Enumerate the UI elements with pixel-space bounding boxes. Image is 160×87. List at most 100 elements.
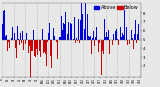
Bar (11, 38, 12, 40)
Bar (138, 24, 139, 40)
Bar (108, 30, 109, 40)
Bar (4, 10, 5, 40)
Bar (84, 29, 85, 40)
Bar (2, 24, 3, 40)
Bar (88, 36, 89, 40)
Bar (137, 34, 138, 40)
Bar (109, 40, 110, 54)
Bar (90, 36, 91, 40)
Bar (99, 40, 100, 43)
Bar (96, 27, 97, 40)
Bar (101, 40, 102, 75)
Bar (78, 19, 79, 40)
Bar (68, 22, 69, 40)
Bar (29, 40, 30, 46)
Bar (87, 14, 88, 40)
Bar (105, 37, 106, 40)
Bar (50, 40, 51, 56)
Bar (136, 40, 137, 43)
Bar (77, 40, 78, 41)
Bar (126, 27, 127, 40)
Bar (45, 40, 46, 54)
Bar (62, 30, 63, 40)
Bar (85, 0, 86, 40)
Bar (39, 40, 40, 52)
Bar (115, 31, 116, 40)
Bar (25, 40, 26, 44)
Legend: Above, Below: Above, Below (94, 5, 138, 10)
Bar (12, 27, 13, 40)
Bar (18, 39, 19, 40)
Bar (28, 40, 29, 53)
Bar (127, 40, 128, 45)
Bar (52, 40, 53, 42)
Bar (20, 33, 21, 40)
Bar (8, 40, 9, 42)
Bar (17, 26, 18, 40)
Bar (19, 40, 20, 45)
Bar (129, 40, 130, 44)
Bar (27, 40, 28, 44)
Bar (54, 36, 55, 40)
Bar (33, 30, 34, 40)
Bar (98, 40, 99, 52)
Bar (133, 40, 134, 49)
Bar (21, 40, 22, 43)
Bar (76, 38, 77, 40)
Bar (132, 38, 133, 40)
Bar (121, 37, 122, 40)
Bar (106, 32, 107, 40)
Bar (102, 40, 103, 51)
Bar (131, 30, 132, 40)
Bar (32, 40, 33, 51)
Bar (40, 40, 41, 57)
Bar (15, 40, 16, 48)
Bar (31, 40, 32, 51)
Bar (107, 37, 108, 40)
Bar (26, 33, 27, 40)
Bar (79, 40, 80, 43)
Bar (73, 39, 74, 40)
Bar (80, 20, 81, 40)
Bar (93, 31, 94, 40)
Bar (60, 37, 61, 40)
Bar (30, 40, 31, 79)
Bar (83, 30, 84, 40)
Bar (5, 35, 6, 40)
Bar (53, 28, 54, 40)
Bar (114, 28, 115, 40)
Bar (139, 31, 140, 40)
Bar (116, 29, 117, 40)
Bar (58, 36, 59, 40)
Bar (9, 40, 10, 48)
Bar (42, 29, 43, 40)
Bar (56, 40, 57, 42)
Bar (112, 40, 113, 45)
Bar (47, 40, 48, 42)
Bar (43, 40, 44, 53)
Bar (75, 40, 76, 43)
Bar (111, 35, 112, 40)
Bar (134, 34, 135, 40)
Bar (103, 40, 104, 54)
Bar (67, 34, 68, 40)
Bar (100, 40, 101, 46)
Bar (86, 18, 87, 40)
Bar (104, 19, 105, 40)
Bar (55, 40, 56, 43)
Bar (82, 14, 83, 40)
Bar (46, 40, 47, 66)
Bar (22, 31, 23, 40)
Bar (61, 16, 62, 40)
Bar (65, 12, 66, 40)
Bar (97, 6, 98, 40)
Bar (71, 24, 72, 40)
Bar (49, 23, 50, 40)
Bar (37, 40, 38, 55)
Bar (24, 29, 25, 40)
Bar (72, 23, 73, 40)
Bar (34, 40, 35, 56)
Bar (125, 21, 126, 40)
Bar (135, 20, 136, 40)
Bar (81, 0, 82, 40)
